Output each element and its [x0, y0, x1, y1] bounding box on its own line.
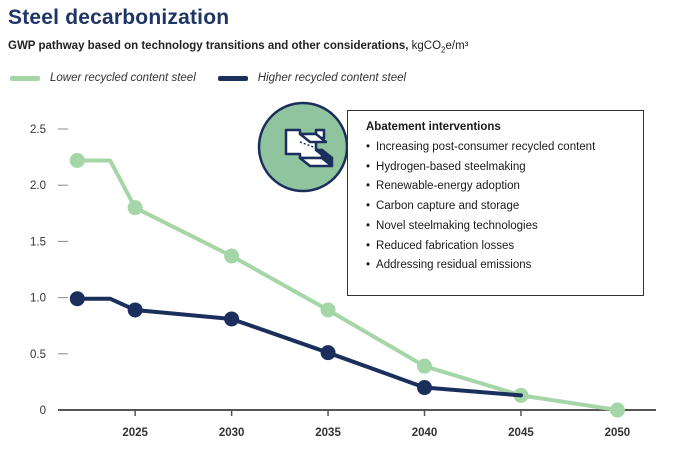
- y-tick-label: 0.5: [30, 349, 46, 361]
- y-tick-label: 0: [40, 405, 46, 417]
- series-line-lower-recycled: [75, 158, 620, 412]
- subtitle-unit: kgCO2e/m³: [411, 40, 469, 55]
- callout-title: Abatement interventions: [366, 121, 501, 133]
- list-item: Increasing post-consumer recycled conten…: [366, 138, 631, 158]
- data-point: [69, 291, 85, 307]
- y-tick-label: 2.0: [30, 180, 46, 192]
- x-tick-label: 2030: [219, 427, 245, 439]
- x-tick-label: 2045: [508, 427, 534, 439]
- list-item: Hydrogen-based steelmaking: [366, 158, 631, 178]
- data-point: [224, 311, 240, 327]
- subtitle-text: GWP pathway based on technology transiti…: [8, 40, 409, 52]
- data-point: [127, 200, 143, 216]
- abatement-callout: Abatement interventions Increasing post-…: [347, 110, 644, 296]
- y-tick-label: 2.5: [30, 124, 46, 136]
- data-point: [320, 302, 336, 318]
- steel-beam-icon: [257, 101, 349, 193]
- legend-item-higher-recycled: Higher recycled content steel: [217, 72, 407, 84]
- data-point: [609, 402, 625, 418]
- x-tick-label: 2035: [315, 427, 341, 439]
- chart-legend: Lower recycled content steel Higher recy…: [10, 72, 406, 84]
- data-point: [224, 248, 240, 264]
- x-tick-label: 2040: [412, 427, 438, 439]
- list-item: Reduced fabrication losses: [366, 237, 631, 257]
- x-tick-label: 2050: [605, 427, 631, 439]
- data-point: [69, 152, 85, 168]
- data-point: [417, 358, 433, 374]
- y-tick-label: 1.0: [30, 293, 46, 305]
- legend-label-lower: Lower recycled content steel: [50, 72, 196, 84]
- legend-swatch-lower: [10, 75, 40, 81]
- y-tick-label: 1.5: [30, 236, 46, 248]
- list-item: Carbon capture and storage: [366, 197, 631, 217]
- chart-title: Steel decarbonization: [8, 6, 230, 29]
- list-item: Renewable-energy adoption: [366, 177, 631, 197]
- intervention-list: Increasing post-consumer recycled conten…: [366, 138, 631, 276]
- series-line-higher-recycled: [75, 296, 523, 398]
- chart-subtitle: GWP pathway based on technology transiti…: [8, 40, 469, 54]
- data-point: [320, 345, 336, 361]
- legend-swatch-higher: [217, 75, 248, 81]
- data-point: [417, 380, 433, 396]
- list-item: Novel steelmaking technologies: [366, 217, 631, 237]
- data-point: [127, 302, 143, 318]
- x-tick-label: 2025: [122, 427, 148, 439]
- legend-label-higher: Higher recycled content steel: [257, 72, 407, 84]
- list-item: Addressing residual emissions: [366, 256, 631, 276]
- legend-item-lower-recycled: Lower recycled content steel: [10, 72, 196, 84]
